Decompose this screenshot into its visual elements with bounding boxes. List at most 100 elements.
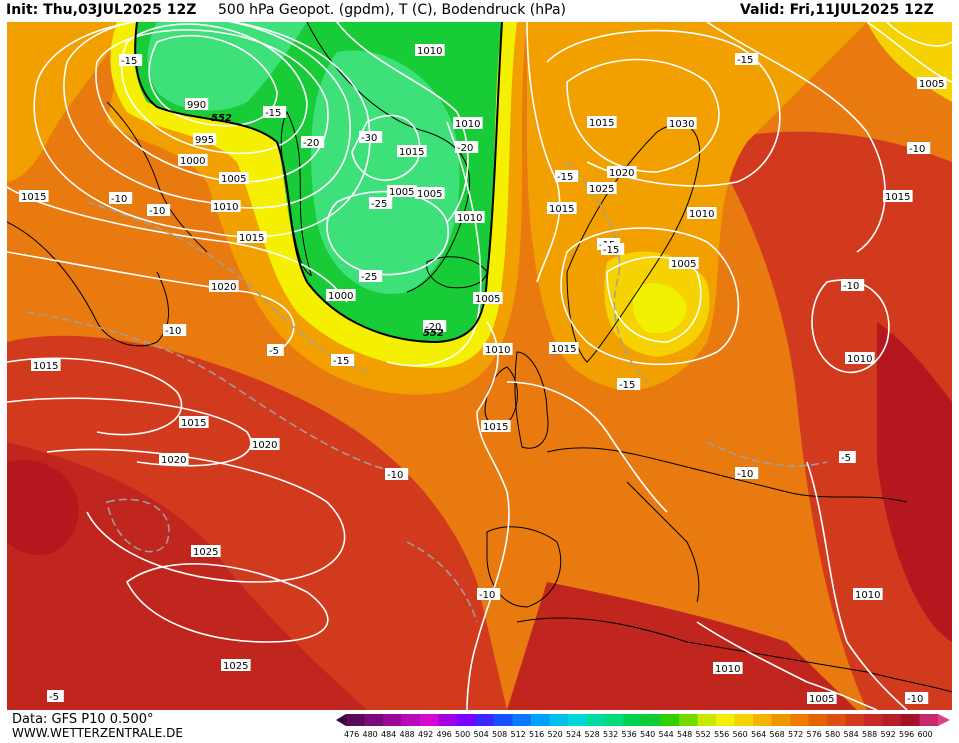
pressure-label-bg (483, 343, 513, 355)
pressure-label-bg (415, 44, 445, 56)
scale-swatch (568, 714, 587, 726)
pressure-label-bg (219, 172, 249, 184)
fill-darkred-africa (507, 582, 857, 710)
pressure-label-text: 1020 (609, 168, 634, 179)
temperature-label-text: -10 (479, 590, 495, 601)
pressure-label: 1010 (415, 44, 445, 57)
temperature-label-text: -15 (265, 108, 281, 119)
temperature-label: -15 (119, 54, 143, 67)
pressure-label-bg (807, 692, 837, 704)
geopotential-552-line (134, 21, 503, 344)
scale-swatch (642, 714, 661, 726)
pressure-label-text: 1020 (211, 282, 236, 293)
pressure-label-bg (237, 231, 267, 243)
temperature-label-bg (423, 320, 447, 332)
pressure-label-bg (326, 289, 356, 301)
temperature-label: -5 (839, 451, 856, 464)
scale-tick-label: 576 (807, 730, 822, 739)
scale-tick-label: 596 (899, 730, 914, 739)
temperature-label-text: -15 (557, 172, 573, 183)
temperature-label-text: -10 (737, 469, 753, 480)
scale-swatch (457, 714, 476, 726)
scale-tick-label: 520 (548, 730, 563, 739)
temperature-label: -10 (735, 467, 759, 480)
scale-swatch (734, 714, 754, 726)
isobar-1025-scandinavia (546, 29, 781, 187)
scale-tick-label: 556 (714, 730, 729, 739)
isobar-1015-west (6, 186, 348, 303)
temperature-label: -20 (423, 320, 447, 333)
scale-tick-label: 564 (751, 730, 766, 739)
temperature-label-bg (841, 279, 865, 291)
temperature-label-bg (331, 354, 355, 366)
temperature-label-text: -10 (111, 194, 127, 205)
isobar-1005-east (806, 461, 908, 711)
temperature-label: -20 (301, 136, 325, 149)
fill-yellow-baltic-core (632, 283, 687, 334)
scale-swatch (660, 714, 680, 726)
pressure-label: 1015 (481, 420, 511, 433)
isotherm-scandinavia (566, 161, 648, 383)
temperature-label-text: -30 (361, 133, 377, 144)
pressure-label-bg (687, 207, 717, 219)
isobar-1015-russia (706, 21, 886, 253)
temperature-label-bg (119, 54, 143, 66)
temperature-label-bg (47, 690, 64, 702)
isobar-1010-africa (696, 621, 878, 711)
temperature-label-bg (555, 170, 579, 182)
pressure-label-text: 1015 (33, 361, 58, 372)
isobar-1015-greenland (351, 114, 421, 181)
website: WWW.WETTERZENTRALE.DE (12, 726, 183, 740)
temperature-label-text: -15 (333, 356, 349, 367)
temperature-label-text: -10 (907, 694, 923, 705)
temperature-label-text: -5 (841, 453, 851, 464)
color-scale-svg: 476 480 484 488 492 496 500 504 508 512 516 520 524 5… (336, 714, 950, 739)
temperature-label: -10 (841, 279, 865, 292)
pressure-label-bg (31, 359, 61, 371)
italy-coast (626, 481, 700, 603)
pressure-label-bg (415, 187, 445, 199)
temperature-label-bg (617, 378, 641, 390)
temperature-label: -10 (907, 142, 931, 155)
fill-darkred-core (7, 460, 79, 556)
pressure-label: 1030 (667, 117, 697, 130)
pressure-label-bg (547, 202, 577, 214)
iceland-coast (426, 256, 488, 289)
pressure-label-bg (587, 116, 617, 128)
pressure-label: 1010 (455, 211, 485, 224)
scale-swatch (438, 714, 458, 726)
scale-tick-label: 524 (566, 730, 581, 739)
temperature-label-text: -10 (165, 326, 181, 337)
britain-coast (514, 351, 549, 449)
pressure-label-text: 1025 (193, 547, 218, 558)
scale-swatch (475, 714, 495, 726)
pressure-label-text: 1005 (671, 259, 696, 270)
map-canvas: 1010 990 995 1000 1005 1010 1015 1015 1020 1015 10… (6, 16, 953, 711)
temperature-label: -25 (359, 270, 383, 283)
scale-tick-label: 516 (529, 730, 544, 739)
temperature-label-bg (477, 588, 501, 600)
fill-green-mid-west (147, 22, 307, 111)
temperature-label-bg (455, 141, 479, 153)
temperature-label-text: -10 (909, 144, 925, 155)
pressure-label: 1005 (473, 292, 503, 305)
temperature-label-bg (147, 204, 171, 216)
pressure-label-bg (473, 292, 503, 304)
pressure-label-text: 1000 (180, 156, 205, 167)
temperature-label: -25 (369, 197, 393, 210)
scale-swatch (808, 714, 828, 726)
scale-swatch (697, 714, 717, 726)
temperature-label-text: -25 (361, 272, 377, 283)
scale-tick-label: 580 (825, 730, 840, 739)
scale-tick-label: 568 (770, 730, 785, 739)
scale-swatch (623, 714, 643, 726)
scale-swatch (420, 714, 439, 726)
pressure-label: 1010 (687, 207, 717, 220)
pressure-label-bg (19, 190, 49, 202)
pressure-label: 1010 (211, 200, 241, 213)
scale-tick-label: 540 (640, 730, 655, 739)
temperature-label-bg (385, 468, 409, 480)
color-scale-legend: 476 480 484 488 492 496 500 504 508 512 516 520 524 5… (336, 713, 956, 739)
pressure-label: 1000 (178, 154, 208, 167)
pressure-label-text: 1020 (161, 455, 186, 466)
